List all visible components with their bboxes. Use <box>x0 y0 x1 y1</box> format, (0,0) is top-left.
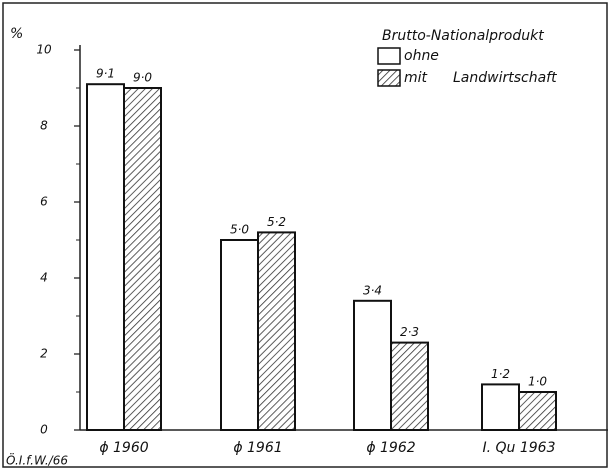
legend-label: ohne <box>404 48 439 64</box>
bar <box>481 383 520 431</box>
value-label: 5·0 <box>230 223 249 237</box>
y-axis-label: % <box>10 26 23 42</box>
source: Ö.I.f.W./66 <box>6 452 68 468</box>
y-tick-label: 4 <box>40 271 48 285</box>
bar <box>123 87 162 431</box>
bar <box>86 83 125 431</box>
y-tick-label: 6 <box>40 195 48 209</box>
y-tick-label: 2 <box>40 347 48 361</box>
legend-swatch <box>377 69 401 87</box>
value-label: 2·3 <box>400 325 419 339</box>
legend-swatch <box>377 47 401 65</box>
value-label: 3·4 <box>363 283 382 297</box>
value-label: 1·2 <box>491 367 510 381</box>
x-tick-label: ϕ 1960 <box>99 440 148 456</box>
x-tick-label: ϕ 1961 <box>233 440 282 456</box>
x-tick-label: ϕ 1962 <box>366 440 415 456</box>
bar <box>390 341 429 432</box>
y-tick-label: 0 <box>40 423 48 437</box>
value-label: 9·1 <box>96 67 115 81</box>
bar <box>220 239 259 431</box>
bar <box>257 231 296 431</box>
y-tick-label: 10 <box>36 43 52 57</box>
bar <box>518 391 557 431</box>
legend-title: Brutto-Nationalprodukt <box>382 28 544 44</box>
bar <box>353 299 392 431</box>
legend-label: mit <box>404 70 428 86</box>
value-label: 9·0 <box>133 71 152 85</box>
value-label: 1·0 <box>528 375 547 389</box>
legend-note: Landwirtschaft <box>453 70 557 86</box>
x-tick-label: I. Qu 1963 <box>482 440 555 456</box>
y-tick-label: 8 <box>40 119 48 133</box>
value-label: 5·2 <box>267 215 286 229</box>
